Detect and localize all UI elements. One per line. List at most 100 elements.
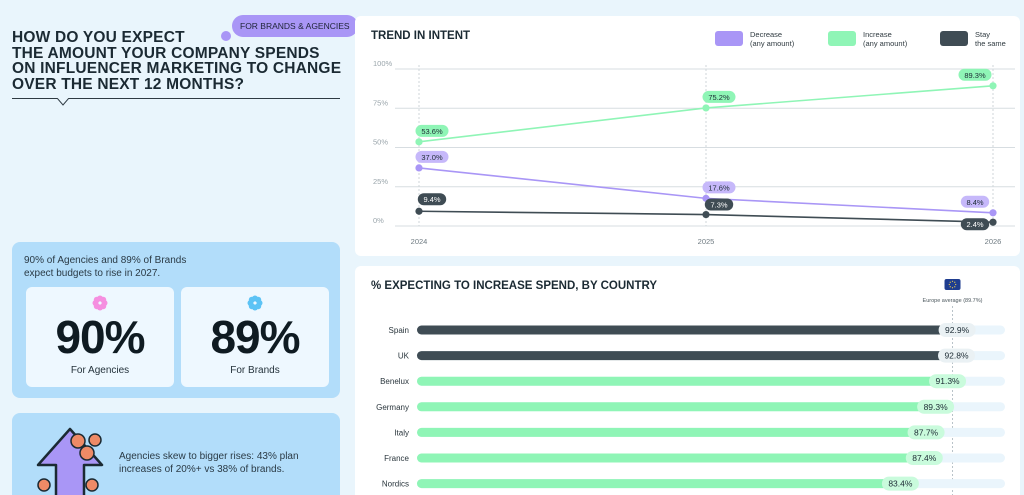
data-label-stay-bg <box>960 218 990 231</box>
europe-average-label: Europe average (89.7%) <box>923 298 983 304</box>
budget-summary-line: 90% of Agencies and 89% of Brands <box>24 255 187 266</box>
legend-text: (any amount) <box>863 39 908 48</box>
country-bar <box>417 351 972 361</box>
question-title: HOW DO YOU EXPECT THE AMOUNT YOUR COMPAN… <box>12 30 347 92</box>
data-label-increase-text: 89.3% <box>964 71 986 80</box>
legend-text: (any amount) <box>750 39 795 48</box>
eu-flag-star <box>954 286 956 288</box>
y-tick-label: 25% <box>373 177 388 186</box>
trend-panel: TREND IN INTENT Decrease (any amount) In… <box>355 16 1020 256</box>
title-divider <box>12 98 340 99</box>
legend-text: Increase <box>863 30 892 39</box>
country-value-label-text: 91.3% <box>936 376 961 386</box>
country-value-label: 92.9% <box>938 323 976 337</box>
country-label: Spain <box>389 326 409 335</box>
legend-swatch-increase <box>828 31 856 46</box>
legend-label-stay: Stay the same <box>975 30 1006 48</box>
country-label: Benelux <box>380 377 409 386</box>
eu-flag-star <box>949 286 951 288</box>
up-arrow-coins-icon <box>36 427 104 495</box>
tag-dot <box>221 31 231 41</box>
data-label-decrease-text: 17.6% <box>708 183 730 192</box>
legend-label-decrease: Decrease (any amount) <box>750 30 794 48</box>
budget-summary-text: 90% of Agencies and 89% of Brands expect… <box>24 254 244 280</box>
eu-flag-star <box>954 281 956 283</box>
country-value-label-text: 87.7% <box>914 427 939 437</box>
country-bar <box>417 453 939 463</box>
country-value-label: 89.3% <box>917 399 955 414</box>
data-label-stay-text: 2.4% <box>966 220 983 229</box>
data-label-stay: 7.3% <box>704 198 734 211</box>
trend-line-chart: 0% 25% 50% 75% 100% 2024 2025 2026 53.6% 75.2% 89.… <box>373 59 1015 246</box>
legend-label-increase: Increase (any amount) <box>863 30 907 48</box>
country-value-label-bg <box>917 399 955 414</box>
country-value-label-text: 92.8% <box>944 351 969 361</box>
data-label-decrease: 17.6% <box>702 181 736 194</box>
data-label-increase-bg <box>415 124 449 137</box>
question-title-line: ON INFLUENCER MARKETING TO CHANGE <box>12 60 342 77</box>
country-value-label-bg <box>881 476 919 491</box>
question-title-line: OVER THE NEXT 12 MONTHS? <box>12 75 245 93</box>
country-bar <box>417 479 915 489</box>
agency-skew-line: increases of 20%+ vs 38% of brands. <box>119 464 285 475</box>
country-value-label-text: 89.3% <box>924 402 949 412</box>
country-label: Germany <box>376 403 409 412</box>
x-tick-label: 2024 <box>411 237 428 246</box>
country-value-label-text: 83.4% <box>888 479 913 489</box>
data-label-increase-bg <box>702 90 736 103</box>
eu-flag-bg <box>944 279 961 290</box>
country-value-label-text: 87.4% <box>912 453 937 463</box>
agency-skew-line: Agencies skew to bigger rises: 43% plan <box>119 451 299 462</box>
country-bar <box>417 325 972 335</box>
country-value-label: 87.7% <box>907 425 945 440</box>
pink-flower-icon <box>92 295 108 311</box>
agencies-stat: 90% For Agencies <box>26 287 174 387</box>
trend-chart-title: TREND IN INTENT <box>371 30 471 42</box>
data-label-stay-text: 7.3% <box>710 201 727 210</box>
data-label-stay-bg <box>417 193 447 206</box>
country-label: France <box>384 454 409 463</box>
data-label-decrease-text: 37.0% <box>421 153 443 162</box>
data-label-decrease-bg <box>702 181 736 194</box>
data-label-stay: 9.4% <box>417 193 447 206</box>
question-title-line: HOW DO YOU EXPECT <box>12 29 185 46</box>
data-label-stay-text: 9.4% <box>423 195 440 204</box>
eu-flag-star <box>951 280 954 282</box>
data-label-decrease: 37.0% <box>415 150 449 163</box>
brands-label: For Brands <box>230 365 280 376</box>
budget-summary-card: 90% of Agencies and 89% of Brands expect… <box>12 242 340 398</box>
country-bar <box>417 376 963 386</box>
data-point-stay <box>989 218 997 226</box>
country-bar <box>417 427 941 437</box>
divider-notch-icon <box>57 98 69 106</box>
country-label: Italy <box>394 428 409 437</box>
data-point-decrease <box>415 164 423 172</box>
country-bar <box>417 402 951 412</box>
question-title-line: THE AMOUNT YOUR COMPANY SPENDS <box>12 44 320 62</box>
data-label-decrease: 8.4% <box>960 195 990 208</box>
data-point-increase <box>702 104 710 112</box>
y-tick-label: 100% <box>373 59 393 68</box>
data-label-increase: 75.2% <box>702 90 736 103</box>
agencies-percent: 90% <box>55 311 145 363</box>
brands-stat: 89% For Brands <box>181 287 329 387</box>
country-value-label: 83.4% <box>881 476 919 491</box>
country-chart-title: % EXPECTING TO INCREASE SPEND, BY COUNTR… <box>371 280 658 292</box>
audience-tag: FOR BRANDS & AGENCIES <box>232 15 358 37</box>
country-value-label-bg <box>929 374 967 389</box>
country-value-label-bg <box>938 323 976 337</box>
budget-summary-line: expect budgets to rise in 2027. <box>24 268 161 279</box>
country-panel: % EXPECTING TO INCREASE SPEND, BY COUNTR… <box>355 266 1020 495</box>
data-point-increase <box>415 138 423 146</box>
country-value-label: 87.4% <box>905 451 943 465</box>
data-label-decrease-bg <box>415 150 449 163</box>
country-value-label-bg <box>905 451 943 465</box>
country-label: UK <box>398 352 410 361</box>
legend-swatch-stay <box>940 31 968 46</box>
eu-flag-star <box>948 283 950 286</box>
legend-text: Stay <box>975 30 991 39</box>
country-value-label: 91.3% <box>929 374 967 389</box>
eu-flag-star <box>951 287 954 289</box>
data-point-stay <box>702 210 710 219</box>
x-tick-label: 2025 <box>698 237 715 246</box>
